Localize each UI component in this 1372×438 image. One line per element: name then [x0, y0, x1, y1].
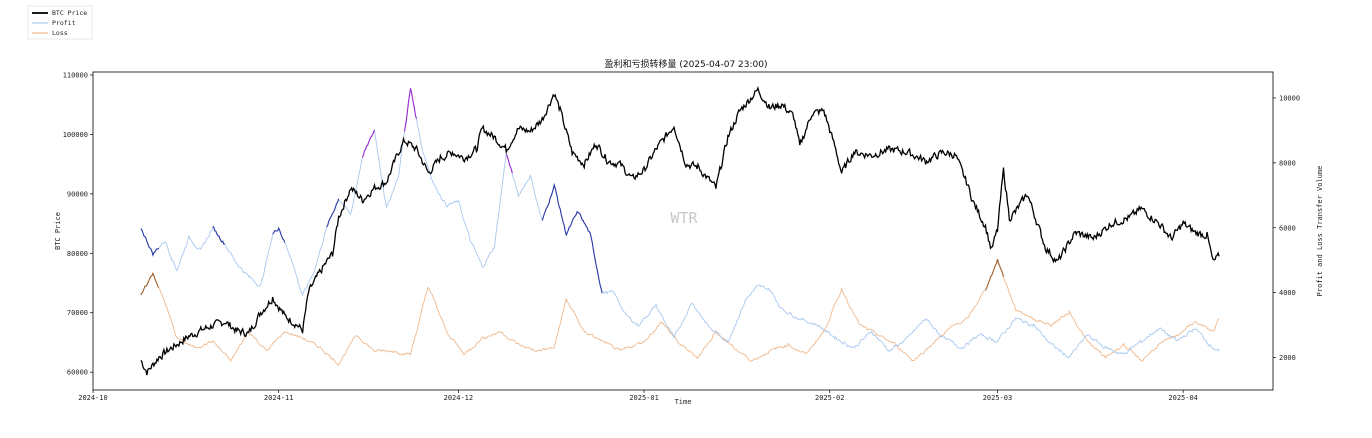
y-right-tick-label-4000: 4000 — [1279, 289, 1296, 297]
y-right-tick-label-10000: 10000 — [1279, 94, 1300, 102]
highlight-profit-7 — [541, 182, 603, 294]
legend-label-btc-price: BTC Price — [52, 9, 87, 17]
legend-label-loss: Loss — [52, 29, 68, 37]
y-left-tick-label-70000: 70000 — [67, 309, 88, 317]
x-tick-label-2025-03: 2025-03 — [983, 394, 1013, 402]
x-tick-label-2025-01: 2025-01 — [629, 394, 659, 402]
x-axis-title: Time — [675, 398, 692, 406]
y-axis-right: 2000 4000 6000 8000 10000 — [1273, 94, 1300, 362]
legend: BTC Price Profit Loss — [27, 5, 93, 40]
x-tick-label-2025-04: 2025-04 — [1168, 394, 1198, 402]
y-left-tick-label-60000: 60000 — [67, 369, 88, 377]
highlight-profit-2 — [272, 226, 286, 243]
y-axis-left-title: BTC Price — [54, 212, 62, 250]
highlight-profit-5 — [403, 88, 418, 132]
highlight-loss-8 — [140, 272, 160, 296]
highlight-loss-9 — [985, 258, 1005, 291]
y-axis-right-title: Profit and Loss Transfer Volume — [1316, 166, 1324, 297]
x-tick-label-2024-12: 2024-12 — [444, 394, 474, 402]
legend-label-profit: Profit — [52, 19, 76, 27]
y-left-tick-label-110000: 110000 — [63, 71, 88, 79]
x-axis: 2024-10 2024-11 2024-12 2025-01 2025-02 2025-… — [78, 390, 1198, 402]
chart-title: 盈利和亏损转移量 (2025-04-07 23:00) — [605, 58, 768, 70]
highlight-profit-4 — [361, 129, 376, 158]
x-tick-label-2024-10: 2024-10 — [78, 394, 108, 402]
y-axis-left: 60000 70000 80000 90000 100000 110000 — [63, 71, 93, 377]
y-right-tick-label-8000: 8000 — [1279, 159, 1296, 167]
y-right-tick-label-2000: 2000 — [1279, 354, 1296, 362]
series-line-profit — [140, 88, 1220, 359]
highlight-profit-0 — [140, 228, 160, 257]
y-right-tick-label-6000: 6000 — [1279, 224, 1296, 232]
plot-frame — [92, 71, 1274, 391]
y-left-tick-label-100000: 100000 — [63, 131, 88, 139]
x-tick-label-2025-02: 2025-02 — [815, 394, 845, 402]
highlight-segments — [140, 88, 1005, 296]
series-layer — [140, 85, 1220, 376]
series-line-loss — [140, 258, 1220, 366]
x-tick-label-2024-11: 2024-11 — [264, 394, 294, 402]
y-left-tick-label-80000: 80000 — [67, 250, 88, 258]
watermark: WTR — [670, 209, 698, 227]
series-line-btc-price — [140, 85, 1220, 376]
y-left-tick-label-90000: 90000 — [67, 190, 88, 198]
highlight-profit-1 — [212, 225, 226, 245]
highlight-profit-6 — [505, 153, 513, 174]
highlight-profit-3 — [326, 198, 340, 228]
